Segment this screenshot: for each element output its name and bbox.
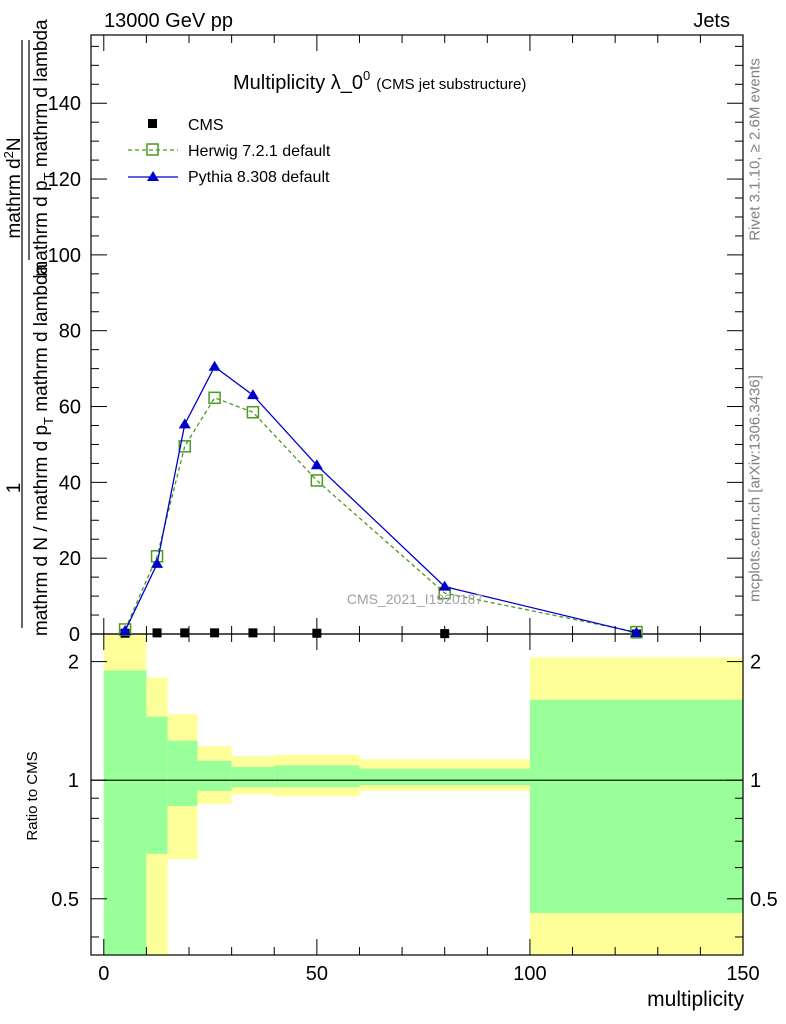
legend-marker-pythia [147,171,159,181]
legend-marker-herwig [146,143,159,156]
x-tick-label: 50 [306,963,328,985]
x-tick-label: 0 [98,963,109,985]
series-line-2 [124,365,637,634]
ylabel-numerator-one: 1 [4,483,25,494]
data-point-series2-5 [310,459,323,470]
stat-uncertainty-band-3 [197,760,232,791]
data-point-series2-2 [178,418,191,429]
data-point-series1-3 [208,391,221,405]
data-point-series1-4 [246,405,260,419]
ticks-layer: 20 40 60 80 100 120 140 0 50 100 150 0.5 0.5 1 1 2 2 [48,35,778,985]
data-point-series2-4 [246,389,259,400]
stat-uncertainty-band-6 [359,768,530,786]
stat-uncertainty-band-7 [529,699,743,914]
ratio-y-tick-label-left: 2 [68,652,79,674]
legend-label-herwig: Herwig 7.2.1 default [188,143,331,160]
main-y-tick-label: 120 [48,169,81,191]
ratio-plot-frame [90,633,744,956]
rivet-version-label: Rivet 3.1.10, ≥ 2.6M events [746,58,764,241]
stat-uncertainty-band-2 [167,740,198,806]
stat-uncertainty-band-4 [231,767,275,788]
main-y-tick-label: 20 [59,548,81,570]
data-point-series0-2 [180,628,190,638]
ratio-frame [90,633,744,956]
ylabel-main: mathrm d N / mathrm d pT mathrm d lambda [31,263,56,636]
ratio-y-tick-label-left: 0.5 [51,889,79,911]
legend: CMS Herwig 7.2.1 default Pythia 8.308 de… [128,117,331,186]
data-point-series0-4 [248,628,258,638]
ratio-y-tick-label-right: 0.5 [750,889,778,911]
stat-uncertainty-band-1 [146,716,168,854]
data-point-series1-5 [310,474,324,487]
main-y-tick-label: 40 [59,472,81,494]
legend-label-cms: CMS [188,117,224,134]
labels-layer: CMS_2021_I1920187 Multiplicity λ_00(CMS … [1,19,744,1011]
main-y-tick-label: 140 [48,93,81,115]
legend-marker-cms [148,119,157,128]
data-point-series2-3 [208,360,221,371]
ylabel-right-numerator: mathrm d2N [1,137,25,238]
mcplots-label: mcplots.cern.ch [arXiv:1306.3436] [746,375,764,602]
legend-label-pythia: Pythia 8.308 default [188,169,330,186]
ratio-y-tick-label-right: 1 [750,770,761,792]
header-right-label: Jets [693,10,730,32]
data-point-series2-0 [119,624,132,635]
ratio-y-axis-label: Ratio to CMS [24,751,41,840]
ratio-y-tick-label-left: 1 [68,770,79,792]
x-tick-label: 150 [726,963,759,985]
header-left-label: 13000 GeV pp [104,10,233,32]
data-point-series0-3 [210,628,220,638]
data-point-series1-2 [178,440,192,453]
ratio-bands [103,634,743,955]
main-y-tick-label: 60 [59,397,81,419]
y-tick-label-zero: 0 [69,624,80,646]
stat-uncertainty-band-0 [103,670,147,955]
x-tick-label: 100 [513,963,546,985]
data-point-series2-6 [438,580,451,591]
watermark: CMS_2021_I1920187 [347,591,483,607]
main-y-axis-label: 1 mathrm d N / mathrm d pT mathrm d lamb… [1,19,56,636]
series-layer [118,360,643,639]
main-y-tick-label: 100 [48,245,81,267]
data-point-series2-7 [630,626,643,637]
chart-title: Multiplicity λ_00(CMS jet substructure) [233,68,526,94]
stat-uncertainty-band-5 [274,765,360,788]
data-point-series0-1 [152,628,162,638]
ylabel-right-denominator: mathrm d pT mathrm d lambda [31,19,56,277]
x-axis-label: multiplicity [647,988,744,1011]
data-point-series2-1 [151,557,164,568]
main-y-tick-label: 80 [59,321,81,343]
ratio-y-tick-label-right: 2 [750,652,761,674]
